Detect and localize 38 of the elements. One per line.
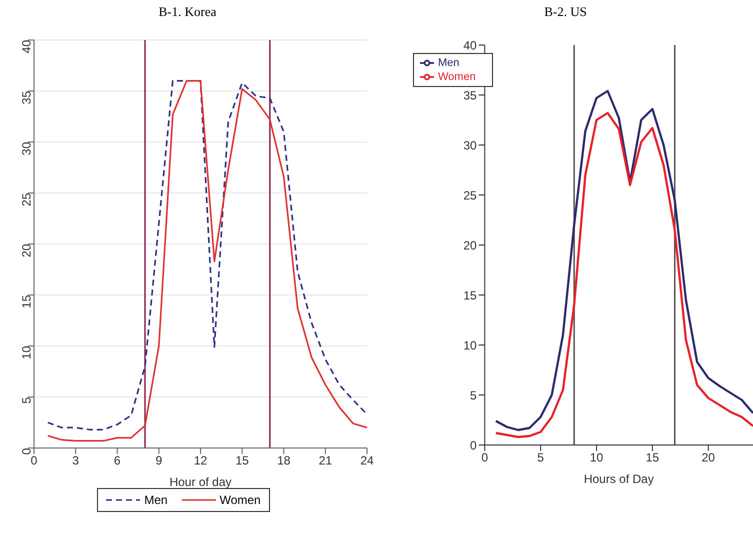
- y-tick-label: 40: [463, 38, 478, 52]
- y-tick-label: 0: [470, 438, 478, 452]
- y-tick-label: 10: [463, 338, 478, 352]
- x-tick-label: 20: [702, 450, 716, 465]
- y-tick-label: 30: [463, 138, 478, 152]
- y-tick-label: 20: [19, 244, 34, 258]
- x-tick-label: 15: [235, 454, 250, 468]
- x-tick-label: 3: [72, 454, 80, 468]
- x-tick-label: 15: [646, 450, 660, 465]
- y-tick-label: 25: [19, 192, 34, 206]
- y-tick-label: 20: [463, 238, 478, 252]
- y-tick-label: 25: [463, 188, 478, 202]
- x-tick-label: 18: [277, 454, 291, 468]
- y-tick-label: 5: [470, 388, 478, 402]
- x-axis-title: Hours of Day: [584, 472, 654, 486]
- y-tick-label: 35: [463, 88, 478, 102]
- x-axis-title: Hour of day: [169, 475, 232, 489]
- x-tick-label: 5: [537, 450, 544, 465]
- y-tick-label: 40: [19, 40, 34, 54]
- legend-label: Women: [220, 493, 261, 507]
- y-tick-label: 10: [19, 346, 34, 360]
- x-tick-label: 21: [318, 454, 332, 468]
- legend-label: Men: [144, 493, 168, 507]
- chart-title: B-2. US: [543, 3, 588, 21]
- y-tick-label: 15: [463, 288, 478, 302]
- y-tick-label: 30: [19, 142, 34, 156]
- y-tick-label: 5: [19, 396, 34, 404]
- y-tick-label: 35: [19, 90, 34, 104]
- x-tick-label: 6: [114, 454, 121, 468]
- chart-title: B-1. Korea: [158, 3, 218, 21]
- x-tick-label: 0: [481, 450, 488, 465]
- x-tick-label: 9: [156, 454, 163, 468]
- x-tick-label: 24: [360, 454, 374, 468]
- y-tick-label: 15: [19, 294, 34, 308]
- legend-label: Men: [438, 56, 460, 69]
- x-tick-label: 10: [590, 450, 604, 465]
- x-tick-label: 12: [194, 454, 208, 468]
- legend-label: Women: [438, 70, 476, 83]
